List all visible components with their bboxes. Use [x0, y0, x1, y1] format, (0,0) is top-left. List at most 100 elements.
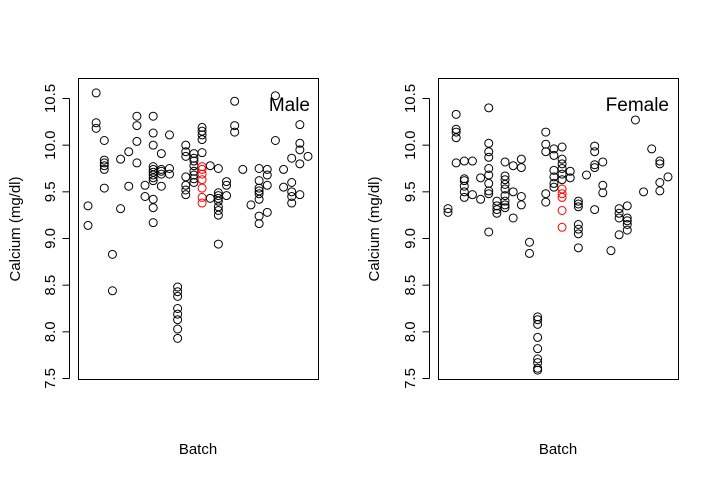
- female-data-point: [533, 354, 543, 364]
- male-data-point: [230, 96, 240, 106]
- female-data-point: [598, 188, 608, 198]
- male-data-point: [254, 189, 264, 199]
- male-data-point: [116, 204, 126, 214]
- male-data-point: [99, 155, 109, 165]
- male-data-point: [99, 183, 109, 193]
- female-data-point: [467, 156, 477, 166]
- male-data-point: [156, 149, 166, 159]
- female-data-point: [549, 150, 559, 160]
- male-data-point: [83, 201, 93, 211]
- male-y-tick-label: 8.0: [42, 321, 59, 342]
- male-data-point: [91, 88, 101, 98]
- male-data-point: [222, 177, 232, 187]
- female-data-point: [484, 227, 494, 237]
- female-data-point: [557, 175, 567, 185]
- female-data-point: [508, 213, 518, 223]
- female-data-point: [549, 178, 559, 188]
- male-data-point: [156, 164, 166, 174]
- male-data-point: [230, 127, 240, 137]
- female-highlight-point: [557, 222, 567, 232]
- male-data-point: [164, 164, 174, 173]
- female-panel-title: Female: [606, 95, 669, 116]
- male-data-point: [83, 220, 93, 230]
- male-x-axis-label: Batch: [179, 441, 217, 458]
- female-data-point: [533, 332, 543, 342]
- female-data-point: [533, 312, 543, 322]
- female-data-point: [500, 200, 510, 210]
- female-data-point: [549, 172, 559, 182]
- female-data-point: [573, 202, 583, 212]
- female-data-point: [557, 142, 567, 152]
- female-data-point: [476, 173, 486, 183]
- female-data-point: [549, 165, 559, 175]
- female-data-point: [630, 115, 640, 125]
- male-data-point: [140, 192, 150, 201]
- female-highlight-point: [557, 184, 567, 194]
- female-data-point: [484, 186, 494, 196]
- female-data-point: [524, 248, 534, 258]
- female-data-point: [549, 182, 559, 192]
- female-plot-frame: [438, 78, 679, 380]
- female-data-point: [622, 225, 632, 235]
- female-data-point: [443, 207, 453, 217]
- male-data-point: [189, 166, 199, 176]
- female-y-tick-label: 10.0: [402, 131, 419, 160]
- female-data-point: [492, 196, 502, 206]
- male-data-point: [173, 324, 183, 334]
- female-data-point: [459, 181, 469, 191]
- female-data-point: [524, 237, 534, 247]
- male-data-point: [254, 164, 264, 173]
- male-y-tick-label: 10.5: [42, 84, 59, 113]
- male-data-point: [99, 161, 109, 171]
- male-data-point: [173, 287, 183, 297]
- female-data-point: [655, 156, 665, 166]
- male-data-point: [132, 158, 142, 168]
- female-data-point: [614, 230, 624, 240]
- male-y-tick-label: 9.0: [42, 228, 59, 249]
- female-data-point: [541, 147, 551, 157]
- male-data-point: [181, 140, 191, 150]
- female-data-point: [614, 208, 624, 218]
- male-data-point: [213, 196, 223, 206]
- male-data-point: [270, 91, 280, 101]
- male-data-point: [270, 136, 280, 145]
- male-data-point: [181, 180, 191, 190]
- male-data-point: [91, 118, 101, 128]
- male-data-point: [181, 151, 191, 161]
- male-data-point: [197, 135, 207, 145]
- female-data-point: [533, 365, 543, 375]
- male-data-point: [173, 304, 183, 313]
- female-data-point: [590, 147, 600, 157]
- male-data-point: [148, 173, 158, 183]
- female-data-point: [663, 172, 673, 182]
- male-data-point: [254, 219, 264, 229]
- male-data-point: [148, 140, 158, 150]
- female-data-point: [500, 196, 510, 206]
- female-data-point: [459, 187, 469, 197]
- male-data-point: [197, 122, 207, 132]
- female-y-axis: 7.5 8.0 8.5 9.0 9.5 10.0 10.5: [402, 84, 430, 389]
- female-data-point: [484, 164, 494, 173]
- female-data-point: [557, 159, 567, 169]
- female-data-point: [484, 189, 494, 199]
- female-x-axis-label: Batch: [539, 441, 577, 458]
- female-data-point: [655, 186, 665, 196]
- female-y-tick-label: 9.5: [402, 181, 419, 202]
- female-data-point: [614, 213, 624, 223]
- male-data-point: [173, 291, 183, 301]
- male-data-point: [222, 180, 232, 190]
- male-data-point: [91, 123, 101, 133]
- male-data-point: [295, 145, 305, 155]
- female-data-point: [573, 220, 583, 229]
- male-data-point: [181, 190, 191, 200]
- male-data-point: [295, 138, 305, 148]
- male-data-point: [303, 151, 313, 161]
- female-data-point: [476, 194, 486, 204]
- male-data-point: [156, 181, 166, 191]
- male-data-point: [262, 164, 272, 174]
- female-data-point: [500, 184, 510, 194]
- female-y-tick-label: 8.5: [402, 275, 419, 296]
- female-data-point: [451, 127, 461, 137]
- male-highlight-point: [197, 164, 207, 174]
- male-data-point: [246, 200, 256, 210]
